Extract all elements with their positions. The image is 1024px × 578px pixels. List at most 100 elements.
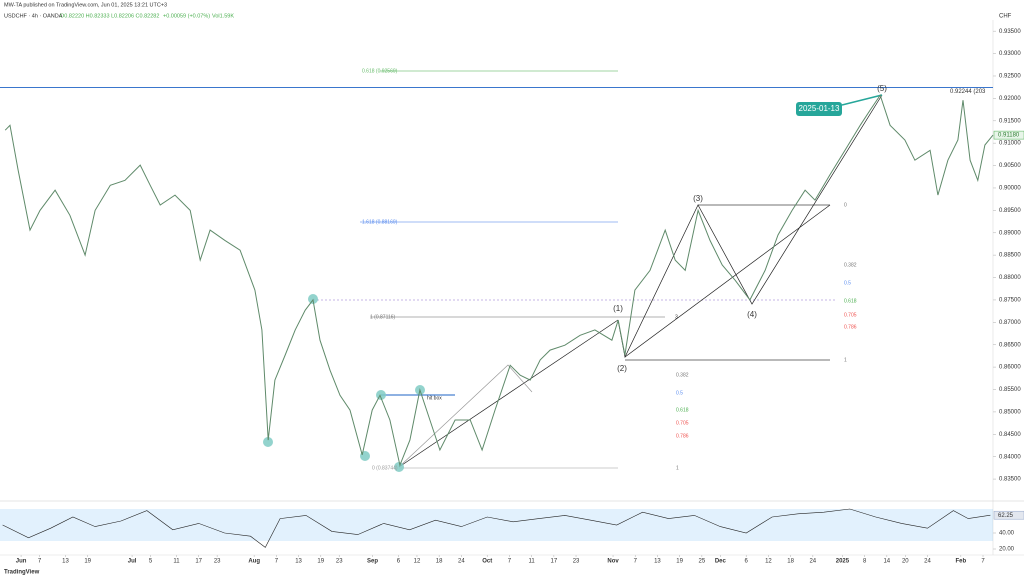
callout-pointer (841, 94, 883, 106)
y-tick-label: 0.83500 (999, 477, 1021, 483)
sub-wave (398, 364, 533, 468)
x-tick-label: 23 (336, 559, 343, 565)
y-tick-label: 40.00 (999, 531, 1015, 537)
y-tick-label: 20.00 (999, 547, 1015, 553)
x-tick-label: 13 (654, 559, 661, 565)
x-tick-label: 12 (414, 559, 421, 565)
x-tick-label: 12 (765, 559, 772, 565)
x-tick-label: 14 (883, 559, 890, 565)
x-tick-label: 5 (149, 559, 153, 565)
marker (394, 462, 404, 472)
x-tick-label: 17 (551, 559, 558, 565)
y-tick-label: 0.84000 (999, 454, 1021, 460)
y-tick-label: 0.86000 (999, 365, 1021, 371)
change: +0.00059 (+0.07%) (163, 13, 210, 19)
retracement-label: 0.705 (844, 312, 857, 318)
ohlc: O0.82220 H0.82333 L0.82206 C0.82282 (60, 13, 159, 19)
retracement-label: 0.382 (676, 372, 689, 378)
y-tick-label: 0.91000 (999, 141, 1021, 147)
x-tick-label: Jun (16, 559, 27, 565)
y-tick-label: 0.92500 (999, 74, 1021, 80)
trendline (398, 319, 619, 468)
hit-box-label: hit box (427, 395, 442, 401)
y-tick-label: 0.87500 (999, 298, 1021, 304)
x-tick-label: 6 (745, 559, 749, 565)
y-tick-label: 0.88000 (999, 275, 1021, 281)
y-tick-label: 0.86500 (999, 342, 1021, 348)
date-callout: 2025-01-13 (799, 104, 840, 113)
y-tick-label: 0.85500 (999, 387, 1021, 393)
x-tick-label: 24 (924, 559, 931, 565)
x-tick-label: 13 (62, 559, 69, 565)
x-tick-label: 6 (397, 559, 401, 565)
retracement-label: 0.5 (844, 280, 851, 286)
wave-label: (3) (693, 194, 703, 203)
retracement-label: 0.382 (844, 262, 857, 268)
x-tick-label: 8 (863, 559, 867, 565)
y-tick-label: 0.92000 (999, 96, 1021, 102)
last-value-box (993, 130, 1024, 140)
x-tick-label: Sep (367, 559, 378, 565)
retracement-label: 0.618 (844, 298, 857, 304)
x-tick-label: 18 (436, 559, 443, 565)
retracement-label: 0.705 (676, 420, 689, 426)
wave-label: (2) (617, 364, 627, 373)
x-tick-label: 7 (275, 559, 279, 565)
x-tick-label: Feb (955, 559, 966, 565)
retracement-label: 0.618 (676, 407, 689, 413)
callout-box (796, 102, 842, 116)
retracement-label: 0.786 (844, 324, 857, 330)
last-value-label: 0.91180 (998, 133, 1020, 139)
y-tick-label: 0.87000 (999, 320, 1021, 326)
volume: Vol1.59K (212, 13, 234, 19)
x-tick-label: 7 (508, 559, 512, 565)
last-value-box (993, 510, 1024, 520)
x-tick-label: 7 (38, 559, 42, 565)
x-tick-label: 20 (902, 559, 909, 565)
x-tick-label: 19 (676, 559, 683, 565)
retracement-label: 0.5 (676, 390, 683, 396)
wave-label: (4) (747, 310, 757, 319)
wave-label: (5) (877, 84, 887, 93)
x-tick-label: 24 (458, 559, 465, 565)
y-tick-label: 0.90500 (999, 163, 1021, 169)
trendline (624, 204, 831, 358)
fib-extension-label: 1 (0.87116) (370, 314, 396, 320)
target-label: 3 (675, 314, 678, 320)
y-tick-label: 0.93000 (999, 51, 1021, 57)
y-tick-label: 0.89000 (999, 230, 1021, 236)
x-tick-label: 7 (981, 559, 985, 565)
x-tick-label: 18 (787, 559, 794, 565)
fib-extension-label: 0 (0.83744) (372, 465, 398, 471)
price-line (4, 94, 994, 467)
x-tick-label: 23 (573, 559, 580, 565)
high-label: 0.92244 (203 (950, 89, 986, 95)
publisher: MW-TA published on TradingView.com, Jun … (4, 2, 167, 8)
x-tick-label: Oct (482, 559, 492, 565)
drawings (263, 70, 883, 472)
x-tick-label: 2025 (836, 559, 850, 565)
x-tick-label: 23 (214, 559, 221, 565)
x-tick-label: 13 (295, 559, 302, 565)
fib-extension-label: 1.618 (0.88169) (362, 219, 398, 225)
retracement-label: 1 (676, 465, 679, 471)
retracement-label: 0.786 (676, 433, 689, 439)
x-tick-label: 11 (173, 559, 180, 565)
y-tick-label: 0.91500 (999, 118, 1021, 124)
x-tick-label: 19 (84, 559, 91, 565)
symbol: USDCHF · 4h · OANDA (4, 13, 63, 19)
x-tick-label: Nov (607, 559, 619, 565)
x-tick-label: 7 (634, 559, 638, 565)
x-tick-label: 24 (809, 559, 816, 565)
x-tick-label: 17 (195, 559, 202, 565)
retracement-label: 1 (844, 357, 847, 363)
last-value-label: 62.25 (998, 513, 1014, 519)
wave-label: (1) (613, 304, 623, 313)
marker (308, 294, 318, 304)
currency: CHF (999, 14, 1012, 20)
y-tick-label: 0.90000 (999, 186, 1021, 192)
y-tick-label: 0.85000 (999, 409, 1021, 415)
y-tick-label: 0.84500 (999, 432, 1021, 438)
rsi-line (2, 508, 991, 548)
